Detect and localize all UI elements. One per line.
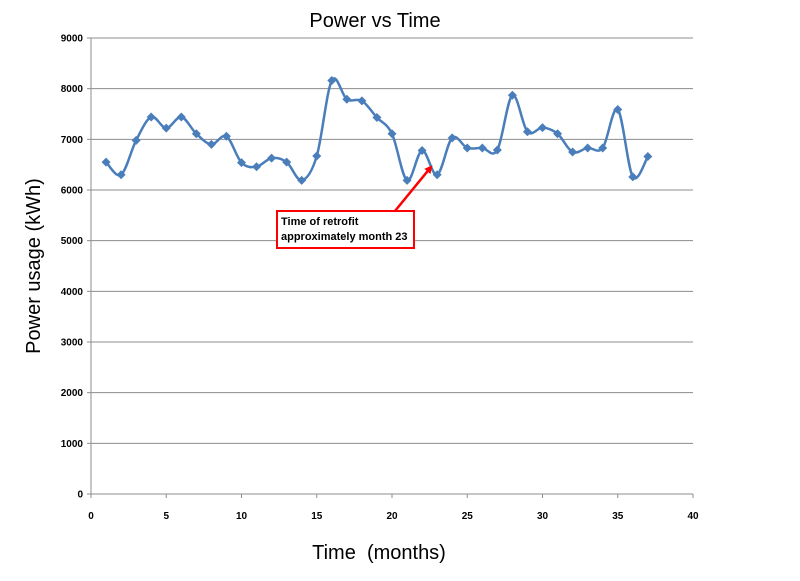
y-tick-label: 4000 <box>61 287 84 298</box>
data-point-marker <box>237 158 246 168</box>
x-tick-label: 20 <box>386 511 398 522</box>
data-point-marker <box>372 113 382 123</box>
data-point-marker <box>643 152 653 162</box>
y-tick-label: 8000 <box>61 84 84 95</box>
data-point-marker <box>402 175 412 185</box>
data-point-marker <box>507 90 517 100</box>
y-tick-label: 2000 <box>61 388 84 399</box>
data-point-marker <box>477 143 487 153</box>
data-point-marker <box>327 76 337 86</box>
data-point-marker <box>417 145 427 155</box>
data-point-marker <box>538 123 547 133</box>
data-point-marker <box>282 157 292 167</box>
x-tick-label: 10 <box>236 511 248 522</box>
y-tick-label: 1000 <box>61 439 84 450</box>
y-tick-label: 5000 <box>61 236 84 247</box>
y-tick-label: 6000 <box>61 186 84 197</box>
x-axis-label: Time (months) <box>312 542 446 564</box>
series-layer <box>101 76 653 185</box>
data-point-marker <box>252 162 262 172</box>
chart-title: Power vs Time <box>309 10 440 32</box>
data-point-marker <box>221 131 231 141</box>
data-point-marker <box>116 170 126 180</box>
data-point-marker <box>342 94 352 104</box>
data-point-marker <box>598 143 608 153</box>
annotation-arrow <box>394 165 433 212</box>
y-tick-label: 0 <box>77 490 83 501</box>
data-point-marker <box>206 139 216 149</box>
data-point-marker <box>447 133 457 143</box>
data-point-marker <box>146 112 156 122</box>
data-point-marker <box>613 104 623 114</box>
y-tick-label: 3000 <box>61 338 84 349</box>
data-point-marker <box>312 151 322 161</box>
x-tick-label: 5 <box>163 511 169 522</box>
y-axis-label: Power usage (kWh) <box>23 178 45 354</box>
data-point-marker <box>387 129 397 139</box>
data-point-marker <box>522 127 532 137</box>
x-tick-labels: 0 5 10 15 20 25 30 35 40 <box>88 511 699 522</box>
x-tick-label: 15 <box>311 511 323 522</box>
data-point-marker <box>432 170 442 180</box>
y-tick-label: 9000 <box>61 34 84 45</box>
annotation-text: approximately month 23 <box>281 231 408 243</box>
x-tick-label: 30 <box>537 511 549 522</box>
data-point-marker <box>101 157 111 167</box>
x-tick-label: 25 <box>462 511 474 522</box>
data-point-marker <box>131 135 141 145</box>
data-point-marker <box>297 175 307 185</box>
axes <box>87 37 694 498</box>
data-point-marker <box>583 143 593 153</box>
data-point-marker <box>462 143 472 153</box>
x-tick-label: 40 <box>687 511 699 522</box>
data-point-marker <box>176 112 186 122</box>
y-tick-label: 7000 <box>61 135 84 146</box>
x-tick-label: 35 <box>612 511 624 522</box>
annotation-text: Time of retrofit <box>281 216 359 228</box>
data-point-marker <box>568 147 578 157</box>
plot-area <box>91 38 693 494</box>
y-tick-labels: 0 1000 2000 3000 4000 5000 6000 7000 8000 9000 <box>61 34 84 501</box>
data-point-marker <box>191 129 201 139</box>
data-point-marker <box>492 145 502 155</box>
data-point-marker <box>628 172 638 182</box>
annotation-layer: Time of retrofit approximately month 23 <box>276 165 433 249</box>
data-point-marker <box>267 153 277 163</box>
annotation-box <box>276 210 415 249</box>
data-point-marker <box>357 96 367 106</box>
data-point-marker <box>553 129 563 139</box>
data-point-marker <box>161 123 171 133</box>
x-tick-label: 0 <box>88 511 94 522</box>
